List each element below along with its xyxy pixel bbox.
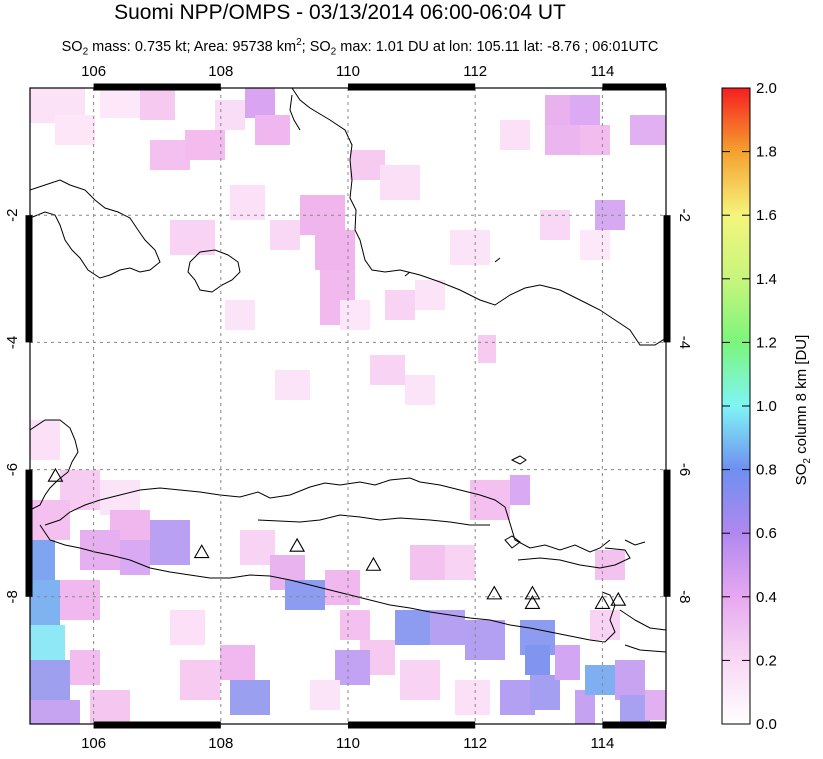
volcano-marker: [486, 585, 503, 600]
coastline-java-north: [44, 477, 611, 553]
lon-tick-label: 112: [463, 63, 487, 80]
colorbar-tick-label: 0.6: [756, 525, 777, 542]
coastline-island-4: [494, 257, 501, 263]
frame-bar-bottom: [93, 721, 221, 729]
coastline-bangka: [187, 249, 241, 293]
volcano-marker: [610, 591, 627, 606]
frame-bar-top: [348, 83, 476, 91]
colorbar-tick-label: 0.2: [756, 652, 777, 669]
colorbar-tick-label: 0.8: [756, 462, 777, 479]
coastline-java-inner: [257, 514, 490, 526]
lat-tick-label: -4: [4, 336, 21, 349]
coastline-sumatra-south: [30, 419, 79, 511]
coastline-sumatra: [30, 179, 161, 279]
frame-bar-right: [663, 215, 671, 343]
lat-tick-labels-right: -2 -4 -6 -8: [676, 209, 693, 604]
volcano-marker: [289, 537, 306, 552]
lon-tick-label: 110: [336, 63, 360, 80]
lon-tick-labels-top: 106 108 110 112 114: [81, 63, 614, 80]
colorbar-ticks: 2.0 1.8 1.6 1.4 1.2 1.0 0.8 0.6 0.4 0.2 0.0: [722, 80, 777, 733]
frame-bar-left: [25, 215, 33, 343]
map-subtitle: SO2 mass: 0.735 kt; Area: 95738 km2; SO2…: [61, 37, 659, 58]
volcano-marker: [193, 544, 210, 559]
map-title: Suomi NPP/OMPS - 03/13/2014 06:00-06:04 …: [114, 1, 566, 24]
volcano-marker: [594, 595, 611, 609]
lon-tick-label: 106: [81, 735, 106, 752]
lat-tick-label: -4: [676, 336, 693, 349]
lon-tick-label: 112: [463, 735, 487, 752]
colorbar-tick-label: 1.4: [756, 271, 777, 288]
graticule: [30, 88, 666, 724]
volcano-marker: [524, 585, 541, 600]
volcano-marker: [365, 556, 382, 571]
lon-tick-label: 108: [208, 63, 233, 80]
volcano-marker: [47, 467, 64, 482]
coastlines: [30, 88, 666, 653]
lat-tick-label: -6: [4, 463, 21, 476]
colorbar-tick-label: 2.0: [756, 80, 777, 97]
frame-bar-right: [663, 469, 671, 597]
lon-tick-label: 106: [81, 63, 106, 80]
colorbar-tick-label: 1.6: [756, 207, 777, 224]
lon-tick-label: 114: [590, 63, 614, 80]
lat-tick-label: -6: [676, 463, 693, 476]
frame-bars: [25, 83, 671, 729]
colorbar-tick-label: 1.2: [756, 334, 777, 351]
lon-tick-label: 114: [590, 735, 614, 752]
volcano-marker: [524, 595, 541, 609]
coastline-island-1: [510, 455, 527, 465]
colorbar-tick-label: 0.4: [756, 589, 777, 606]
coastline-bali: [619, 609, 666, 631]
colorbar-tick-label: 1.0: [756, 398, 777, 415]
frame-bar-top: [93, 83, 221, 91]
lon-tick-labels-bottom: 106 108 110 112 114: [81, 735, 614, 752]
coastline-java-south: [39, 524, 616, 643]
frame-bar-top: [602, 83, 666, 91]
colorbar-label: SO2 column 8 km [DU]: [793, 334, 813, 486]
frame-bar-bottom: [602, 721, 666, 729]
lat-tick-label: -2: [4, 209, 21, 222]
lon-tick-label: 110: [336, 735, 360, 752]
lat-tick-label: -2: [676, 209, 693, 222]
coastline-kangean: [624, 539, 646, 546]
lat-tick-label: -8: [4, 590, 21, 603]
lat-tick-labels-left: -2 -4 -6 -8: [4, 209, 21, 604]
lon-tick-label: 108: [208, 735, 233, 752]
colorbar-tick-label: 0.0: [756, 716, 777, 733]
coastline-island-2: [504, 535, 521, 549]
so2-pixel-layer: [30, 88, 666, 724]
coastline-borneo-north: [289, 94, 301, 131]
coastline-island-3: [404, 271, 411, 277]
colorbar-tick-label: 1.8: [756, 144, 777, 161]
lat-tick-label: -8: [676, 590, 693, 603]
coastline-madura: [517, 547, 631, 569]
coastline-bali-south: [624, 644, 666, 653]
frame-bar-left: [25, 469, 33, 597]
volcano-markers: [47, 467, 627, 609]
frame-bar-bottom: [348, 721, 476, 729]
